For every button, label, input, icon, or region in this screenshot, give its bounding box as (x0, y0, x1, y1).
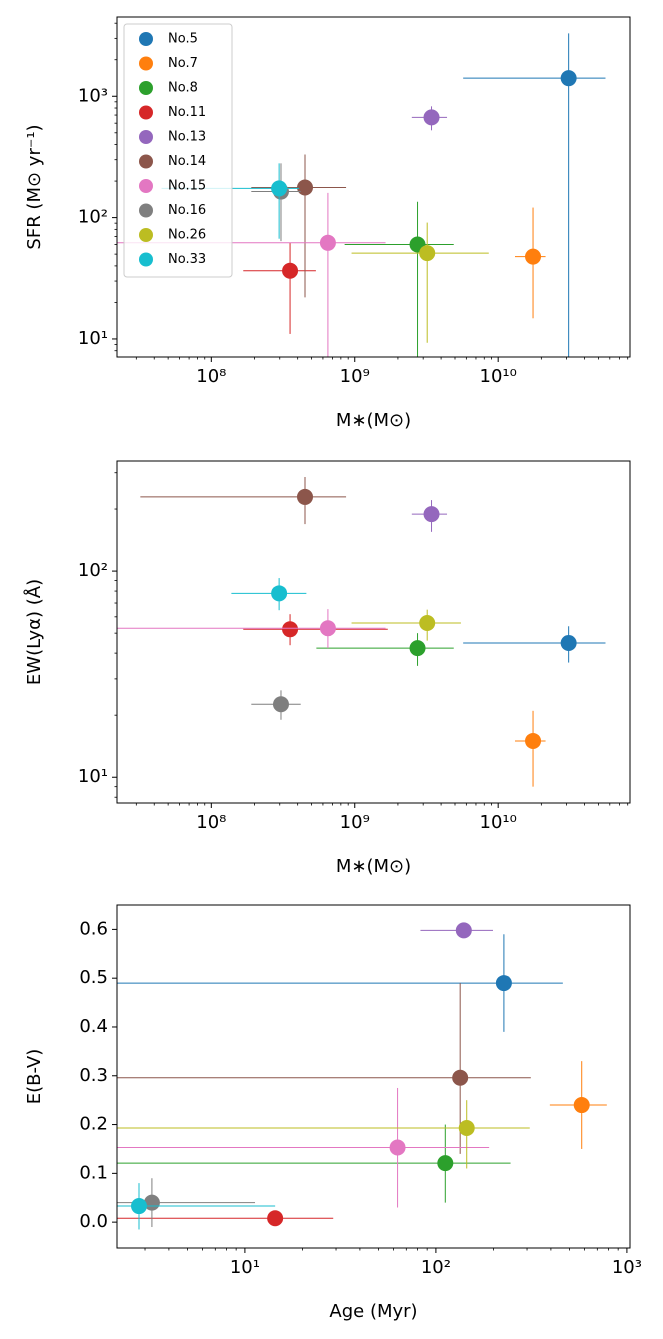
point (297, 179, 314, 196)
axes-frame (116, 904, 631, 1249)
y-tick-label: 10² (78, 560, 108, 581)
point (319, 234, 336, 251)
legend-label: No.7 (168, 56, 198, 71)
point (282, 262, 299, 279)
axes-frame (116, 16, 631, 358)
point (143, 1194, 160, 1211)
point (389, 1139, 406, 1156)
x-tick-label: 10¹⁰ (480, 812, 517, 833)
y-axis-label: E(B-V) (24, 1049, 45, 1105)
plot-area (117, 922, 607, 1230)
legend-label: No.26 (168, 228, 206, 243)
legend-marker (139, 203, 153, 218)
x-tick-label: 10¹⁰ (480, 366, 517, 387)
legend-marker (139, 154, 153, 169)
point (419, 615, 436, 632)
legend-label: No.13 (168, 130, 206, 145)
legend-label: No.33 (168, 252, 206, 267)
point (525, 248, 542, 265)
x-tick-label: 10⁹ (340, 366, 370, 387)
x-axis-label: M∗(M⊙) (336, 856, 411, 877)
point (423, 109, 440, 126)
point (319, 620, 336, 637)
point (560, 634, 577, 651)
y-axis-label: EW(Lyα) (Å) (23, 579, 45, 685)
point (437, 1155, 454, 1172)
y-tick-label: 0.1 (79, 1162, 108, 1183)
legend-marker (139, 228, 153, 242)
point (423, 506, 440, 523)
legend-marker (139, 252, 153, 267)
x-tick-label: 10³ (612, 1257, 642, 1278)
legend-label: No.14 (168, 154, 206, 169)
y-tick-label: 0.4 (79, 1016, 108, 1037)
plot-area (117, 33, 606, 357)
plot-area (117, 477, 606, 787)
legend-marker (139, 32, 153, 46)
legend-label: No.8 (168, 81, 198, 96)
point (282, 621, 299, 638)
point (409, 640, 426, 657)
y-tick-label: 0.6 (79, 918, 108, 939)
point (573, 1097, 590, 1114)
y-tick-label: 10² (78, 207, 108, 228)
point (131, 1198, 148, 1215)
y-tick-label: 0.5 (79, 967, 108, 988)
x-axis-label: Age (Myr) (329, 1301, 417, 1322)
y-tick-label: 10³ (78, 85, 108, 106)
legend-marker (139, 81, 153, 95)
legend-marker (139, 130, 153, 144)
point (458, 1119, 475, 1136)
y-tick-label: 0.0 (79, 1211, 108, 1232)
legend-marker (139, 179, 153, 193)
legend-marker (139, 105, 153, 120)
point (271, 180, 288, 197)
x-tick-label: 10¹ (230, 1257, 260, 1278)
x-tick-label: 10² (421, 1257, 451, 1278)
legend-label: No.5 (168, 32, 198, 47)
y-axis-label: SFR (M⊙ yr⁻¹) (24, 124, 45, 249)
point (272, 696, 289, 713)
y-tick-label: 0.3 (79, 1065, 108, 1086)
legend-label: No.15 (168, 179, 206, 194)
y-tick-label: 0.2 (79, 1114, 108, 1135)
y-tick-label: 10¹ (78, 766, 108, 787)
x-tick-label: 10⁸ (196, 812, 226, 833)
legend-marker (139, 56, 153, 71)
point (267, 1210, 284, 1227)
legend-label: No.11 (168, 105, 206, 120)
point (525, 732, 542, 749)
point (452, 1069, 469, 1086)
point (297, 488, 314, 505)
point (419, 245, 436, 262)
x-tick-label: 10⁹ (340, 812, 370, 833)
legend-label: No.16 (168, 203, 206, 218)
x-axis-label: M∗(M⊙) (336, 410, 411, 431)
point (495, 975, 512, 992)
point (271, 585, 288, 602)
point (560, 70, 577, 87)
y-tick-label: 10¹ (78, 328, 108, 349)
axes-frame (116, 460, 631, 804)
point (455, 922, 472, 939)
x-tick-label: 10⁸ (196, 366, 226, 387)
